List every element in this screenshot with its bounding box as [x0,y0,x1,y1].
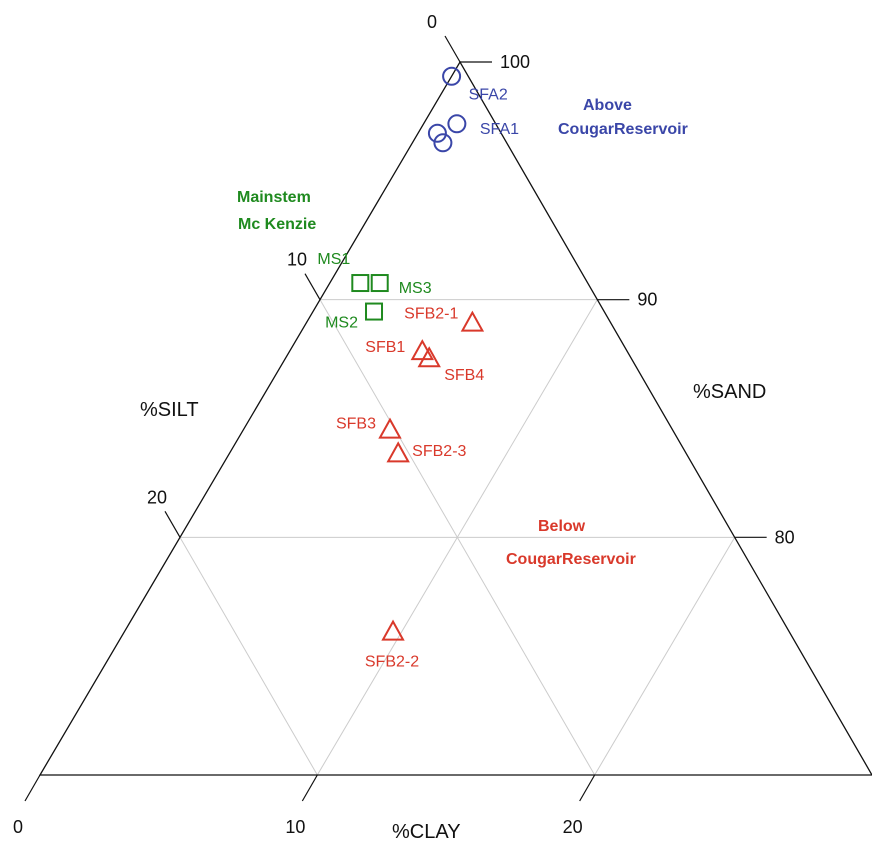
ms1-marker [351,274,370,293]
sfb2-1-marker [460,310,485,332]
ms2-marker [365,302,384,321]
sfa2-label: SFA2 [469,86,508,103]
sfb2-3-label: SFB2-3 [412,443,466,460]
ms3-marker [370,274,389,293]
sfb1-label: SFB1 [365,339,405,356]
sfb3-marker [378,417,402,439]
sfb2-2-label: SFB2-2 [365,653,419,670]
sfa2-marker [442,66,462,86]
triangle-frame [38,60,872,776]
clay-tick-mark [301,774,318,802]
sfa1-label: SFA1 [480,121,519,138]
grid-line-silt-20 [316,299,598,776]
triangle-outline [38,60,872,776]
grid-line-clay-10 [179,537,318,776]
sfb4-label: SFB4 [444,367,484,384]
sfb2-2-marker [381,619,405,641]
sfb3-label: SFB3 [336,415,376,432]
above-unlabeled-marker [427,123,447,143]
sfb4-marker [417,346,441,368]
clay-tick-mark [24,774,41,802]
silt-tick-label: 20 [147,487,167,507]
mainstem-group-label-line2: Mc Kenzie [238,216,316,233]
clay-tick-mark [579,774,596,802]
silt-tick-mark [444,35,461,63]
sand-tick-label: 80 [775,527,795,547]
silt-tick-label: 10 [287,250,307,270]
above-group-label-line2: CougarReservoir [558,121,688,138]
clay-axis-title: %CLAY [392,821,461,843]
silt-tick-mark [304,273,321,300]
data-points: SFA2 SFA1 MS1 MS3 MS2 SFB2-1 SFB1 SFB4 SFB3 SFB2-… [317,66,519,670]
clay-tick-label: 20 [563,817,583,837]
sand-tick-label: 100 [500,52,530,72]
mainstem-group-label-line1: Mainstem [237,189,311,206]
sand-tick-label: 90 [637,290,657,310]
ms2-label: MS2 [325,315,358,332]
sfb2-3-marker [386,441,410,463]
below-group-label-line2: CougarReservoir [506,551,636,568]
silt-tick-mark [164,511,181,538]
clay-tick-label: 0 [13,817,23,837]
sfb2-1-label: SFB2-1 [404,305,458,322]
silt-axis-title: %SILT [140,399,199,421]
clay-tick-label: 10 [285,817,305,837]
grid-line-silt-10 [594,537,736,776]
ms3-label: MS3 [399,280,432,297]
sfa1-marker [447,114,467,134]
grid-lines [179,299,736,776]
above-group-label-line1: Above [583,97,632,114]
below-group-label-line1: Below [538,518,586,535]
silt-tick-label: 0 [427,12,437,32]
above-unlabeled-marker [433,133,453,153]
axis-ticks: 100 90 80 0 10 20 0 10 20 [13,12,795,837]
sand-axis-title: %SAND [693,381,766,403]
ms1-label: MS1 [317,251,350,268]
